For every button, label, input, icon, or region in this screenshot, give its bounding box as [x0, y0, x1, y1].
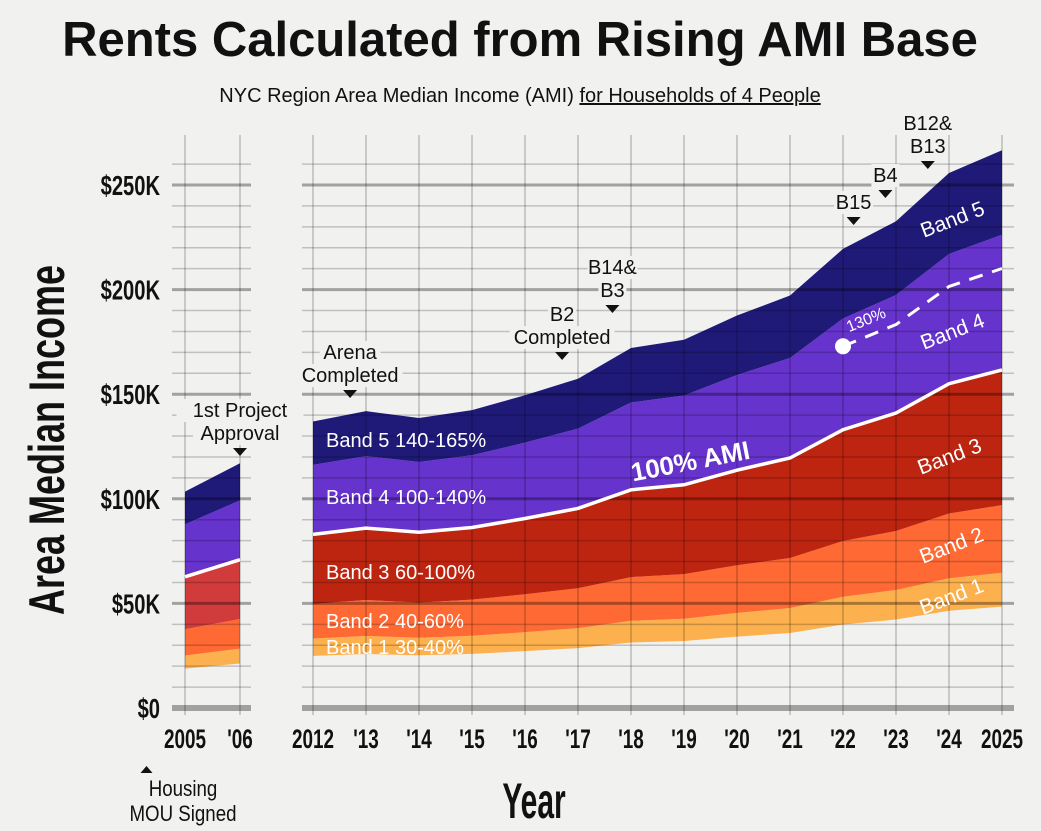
x-tick-label: 2012 — [292, 724, 334, 754]
annotation-label-bg — [509, 326, 615, 349]
annotation-label-bg — [548, 303, 577, 326]
y-tick-label: $0 — [138, 694, 160, 725]
x-tick-label: 2025 — [981, 724, 1023, 754]
band-area-band-2 — [185, 619, 240, 656]
x-tick-label: '14 — [406, 724, 432, 754]
annotation-arrow-down — [846, 217, 861, 225]
x-tick-label: '15 — [459, 724, 485, 754]
annotation-label-bg — [193, 422, 287, 445]
x-axis-title: Year — [502, 773, 565, 829]
x-tick-label: '22 — [830, 724, 856, 754]
y-tick-label: $150K — [101, 380, 161, 411]
annotation-label: MOU Signed — [129, 803, 236, 827]
annotation-label-bg — [908, 135, 948, 158]
x-tick-label: '24 — [936, 724, 962, 754]
annotation-arrow-down — [233, 448, 247, 456]
line-130-percent — [842, 267, 1003, 348]
annotation-label-bg — [598, 279, 627, 302]
annotation-label-bg — [297, 364, 403, 387]
x-tick-label: '17 — [565, 724, 591, 754]
band-area-band-1 — [185, 648, 240, 669]
annotation-label: Completed — [514, 327, 611, 349]
annotation-label: B2 — [550, 304, 574, 326]
annotation-label: B4 — [873, 165, 897, 187]
annotation-arrow-down — [555, 352, 570, 360]
annotation-label: B3 — [600, 280, 624, 302]
band-area-band-5 — [185, 463, 240, 525]
annotation-label-bg — [902, 112, 953, 135]
line-130-start-dot — [835, 338, 851, 355]
annotation-label-bg — [834, 191, 874, 214]
annotation-label: Completed — [302, 365, 399, 387]
x-tick-label: '19 — [671, 724, 697, 754]
band-area-band-2 — [313, 505, 1002, 639]
ami-100-line — [312, 368, 1003, 537]
annotation-arrow-down — [878, 190, 893, 198]
band-area-band-3 — [185, 559, 240, 630]
annotation-label: Arena — [323, 342, 377, 364]
band-area-band-4 — [185, 500, 240, 577]
band-label-left: Band 2 40-60% — [326, 611, 464, 633]
chart-title: Rents Calculated from Rising AMI Base — [62, 13, 978, 67]
annotation-label-bg — [871, 164, 900, 187]
annotation-arrow-up — [140, 766, 153, 773]
subtitle-underlined: for Households of 4 People — [579, 85, 820, 107]
x-tick-label: '18 — [618, 724, 644, 754]
band-label-left: Band 5 140-165% — [326, 430, 486, 452]
annotation-label-bg — [176, 399, 304, 422]
band-area-band-4 — [313, 234, 1002, 535]
annotation-label: B14& — [588, 257, 638, 279]
annotation-label: 1st Project — [193, 400, 288, 422]
annotation-label: Housing — [149, 778, 218, 802]
x-tick-label: '13 — [353, 724, 379, 754]
y-tick-label: $250K — [101, 171, 161, 202]
annotation-label-bg — [587, 256, 638, 279]
band-area-band-1 — [313, 572, 1002, 656]
annotation-label: B12& — [903, 113, 953, 135]
annotation-label: B15 — [836, 192, 872, 214]
annotation-label: Approval — [201, 423, 280, 445]
annotation-arrow-down — [343, 390, 358, 398]
subtitle-plain: NYC Region Area Median Income (AMI) — [219, 85, 579, 107]
annotation-label-bg — [319, 341, 381, 364]
band-label-left: Band 4 100-140% — [326, 487, 486, 509]
band-area-band-3 — [313, 369, 1002, 604]
band-area-band-5 — [313, 150, 1002, 465]
band-label-left: Band 3 60-100% — [326, 562, 475, 584]
band-label-left: Band 1 30-40% — [326, 637, 464, 659]
x-tick-label: 2005 — [164, 724, 206, 754]
y-tick-label: $200K — [101, 275, 161, 306]
x-tick-label: '16 — [512, 724, 538, 754]
y-tick-label: $50K — [112, 589, 160, 620]
x-tick-label: '23 — [883, 724, 909, 754]
x-tick-label: '20 — [724, 724, 750, 754]
annotation-label: B13 — [910, 136, 946, 158]
x-tick-label: '06 — [227, 724, 253, 754]
annotation-arrow-down — [605, 305, 620, 313]
y-tick-label: $100K — [101, 485, 161, 516]
annotation-arrow-down — [920, 161, 935, 169]
ami-100-line — [184, 558, 241, 579]
chart-subtitle: NYC Region Area Median Income (AMI) for … — [219, 85, 820, 107]
x-tick-label: '21 — [777, 724, 803, 754]
y-axis-title: Area Median Income — [20, 265, 75, 615]
